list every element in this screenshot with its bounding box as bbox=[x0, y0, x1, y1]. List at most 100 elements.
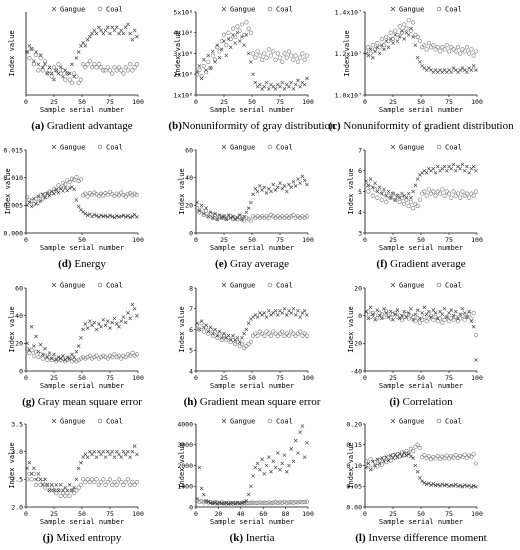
point-gangue bbox=[38, 53, 43, 57]
point-gangue bbox=[429, 315, 433, 319]
point-gangue bbox=[400, 454, 404, 459]
point-gangue bbox=[85, 326, 90, 330]
point-coal bbox=[298, 215, 303, 220]
point-gangue bbox=[418, 476, 422, 480]
point-coal bbox=[221, 32, 227, 37]
point-coal bbox=[246, 217, 251, 222]
point-coal bbox=[83, 191, 88, 196]
point-gangue bbox=[284, 469, 289, 474]
point-coal bbox=[451, 317, 456, 322]
point-gangue bbox=[128, 215, 132, 220]
point-coal bbox=[428, 457, 434, 462]
y-tick-label: -20 bbox=[350, 340, 362, 348]
point-gangue bbox=[226, 37, 231, 41]
point-gangue bbox=[208, 210, 213, 215]
point-coal bbox=[298, 329, 303, 334]
point-coal bbox=[262, 333, 267, 338]
x-tick-label: 100 bbox=[302, 510, 314, 518]
point-coal bbox=[239, 22, 245, 27]
panel-b: 0 25 50 75 100 1x10⁶ 2x10⁶ 3x10⁶ 4x10⁶ 5x10⁶ Sampl… bbox=[168, 5, 336, 133]
point-gangue bbox=[386, 315, 391, 319]
point-gangue bbox=[228, 45, 233, 50]
panel-caption: (l) Inverse difference moment bbox=[355, 532, 486, 544]
point-gangue bbox=[422, 305, 427, 310]
x-tick-label: 50 bbox=[417, 510, 425, 518]
legend-coal-marker bbox=[267, 282, 273, 288]
point-gangue bbox=[278, 467, 282, 472]
point-gangue bbox=[63, 68, 68, 73]
point-coal bbox=[300, 51, 305, 56]
y-tick-label: 2.0 bbox=[11, 503, 23, 511]
point-gangue bbox=[298, 315, 302, 319]
point-coal bbox=[201, 500, 206, 505]
point-gangue bbox=[249, 59, 253, 64]
y-axis-label: Index value bbox=[347, 442, 355, 488]
point-gangue bbox=[413, 463, 418, 468]
panel-caption: (k) Inertia bbox=[230, 532, 275, 544]
legend-gangue-label: Gangue bbox=[230, 144, 255, 152]
y-tick-label: 3x10⁶ bbox=[173, 50, 193, 58]
point-gangue bbox=[123, 452, 128, 457]
legend-gangue-marker: × bbox=[390, 417, 397, 426]
point-coal bbox=[264, 55, 269, 60]
point-coal bbox=[271, 214, 276, 219]
x-tick-label: 100 bbox=[471, 236, 483, 244]
point-coal bbox=[130, 480, 135, 485]
point-coal bbox=[304, 333, 309, 338]
point-coal bbox=[69, 176, 75, 181]
point-gangue bbox=[471, 164, 476, 169]
point-gangue bbox=[415, 55, 420, 60]
point-gangue bbox=[300, 174, 305, 179]
legend-gangue-label: Gangue bbox=[60, 282, 85, 290]
point-gangue bbox=[112, 215, 117, 220]
y-tick-label: 3 bbox=[358, 229, 362, 237]
point-coal bbox=[370, 465, 375, 470]
point-gangue bbox=[453, 168, 458, 173]
point-coal bbox=[259, 214, 265, 219]
point-gangue bbox=[128, 31, 132, 36]
series-gangue bbox=[195, 306, 309, 344]
point-gangue bbox=[215, 217, 220, 221]
caption-text: Mixed entropy bbox=[54, 532, 122, 544]
point-coal bbox=[54, 68, 59, 73]
point-coal bbox=[467, 312, 472, 317]
x-tick-label: 0 bbox=[363, 510, 367, 518]
point-gangue bbox=[280, 80, 285, 85]
point-coal bbox=[469, 47, 474, 52]
point-gangue bbox=[49, 483, 54, 487]
point-coal bbox=[417, 320, 422, 325]
series-coal bbox=[195, 321, 309, 351]
point-gangue bbox=[282, 86, 287, 91]
point-gangue bbox=[117, 452, 121, 457]
point-gangue bbox=[289, 311, 294, 315]
point-coal bbox=[277, 500, 283, 505]
point-gangue bbox=[210, 501, 215, 506]
point-coal bbox=[25, 49, 30, 55]
point-coal bbox=[388, 316, 393, 321]
caption-text: Inverse difference moment bbox=[366, 532, 487, 544]
point-gangue bbox=[424, 171, 429, 175]
x-tick-label: 100 bbox=[132, 236, 144, 244]
point-gangue bbox=[76, 344, 81, 348]
legend-gangue-label: Gangue bbox=[230, 282, 255, 290]
legend-coal-marker bbox=[436, 6, 442, 12]
point-gangue bbox=[85, 213, 90, 218]
x-axis-label: Sample serial number bbox=[40, 518, 124, 526]
point-gangue bbox=[280, 311, 285, 315]
point-gangue bbox=[284, 189, 289, 194]
point-gangue bbox=[474, 358, 478, 362]
point-coal bbox=[60, 181, 66, 186]
legend: × Gangue Coal bbox=[221, 143, 293, 152]
x-tick-label: 0 bbox=[194, 98, 198, 106]
point-gangue bbox=[438, 484, 442, 488]
x-axis-label: Sample serial number bbox=[210, 244, 294, 252]
point-coal bbox=[442, 317, 447, 322]
point-coal bbox=[201, 329, 206, 334]
point-gangue bbox=[38, 342, 43, 347]
point-coal bbox=[406, 316, 411, 321]
point-gangue bbox=[474, 68, 478, 72]
point-coal bbox=[453, 193, 458, 198]
y-tick-label: 6 bbox=[189, 326, 193, 334]
point-coal bbox=[273, 57, 278, 62]
point-gangue bbox=[226, 502, 231, 506]
